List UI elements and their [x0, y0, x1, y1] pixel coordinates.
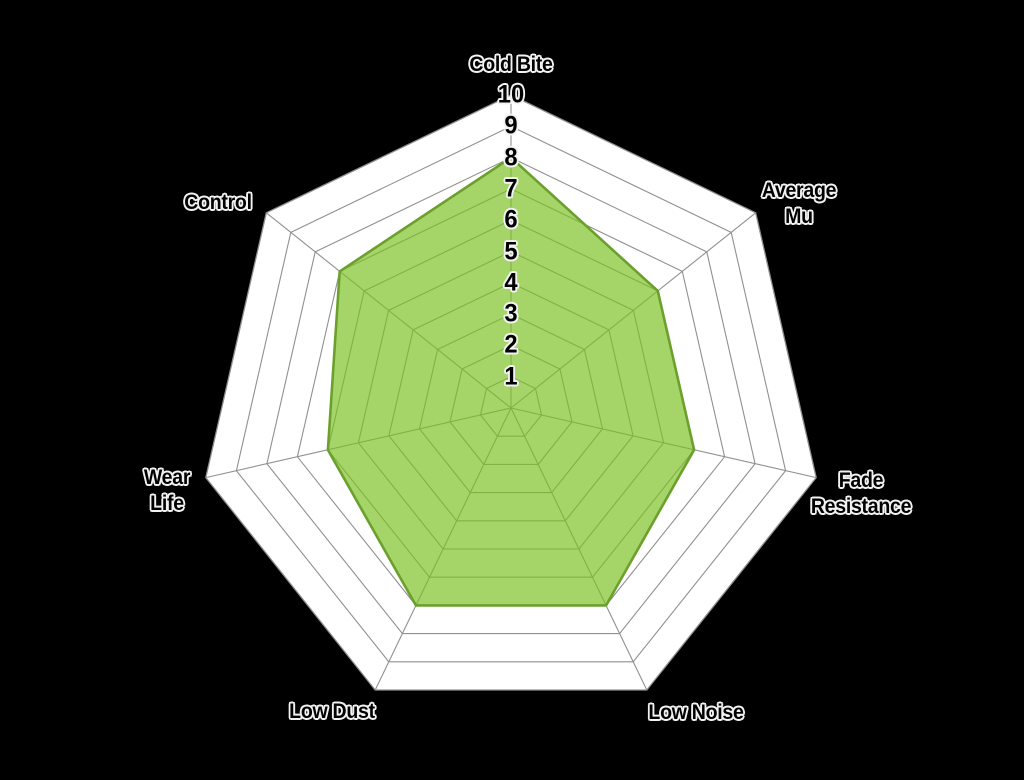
axis-label-line: Life	[150, 492, 184, 515]
axis-label-line: Control	[184, 191, 252, 214]
axis-label-cold-bite: Cold Bite	[469, 52, 552, 78]
tick-label-2: 2	[504, 330, 518, 359]
axis-label-line: Fade	[838, 469, 884, 492]
tick-label-8: 8	[504, 143, 518, 172]
axis-label-line: Low Noise	[648, 701, 744, 724]
axis-label-line: Average	[761, 179, 837, 202]
axis-label-average-mu: Average Mu	[761, 178, 837, 230]
tick-label-3: 3	[504, 299, 518, 328]
tick-label-7: 7	[504, 174, 518, 203]
axis-label-line: Mu	[785, 205, 813, 228]
tick-label-6: 6	[504, 205, 518, 234]
axis-label-low-dust: Low Dust	[289, 699, 375, 725]
axis-label-wear-life: Wear Life	[143, 465, 191, 517]
tick-label-4: 4	[504, 268, 518, 297]
tick-label-5: 5	[504, 237, 518, 265]
axis-label-low-noise: Low Noise	[648, 700, 743, 726]
axis-label-line: Wear	[143, 466, 191, 489]
axis-label-line: Resistance	[810, 495, 912, 518]
tick-label-10: 10	[497, 80, 525, 109]
grid-ring-9	[235, 125, 787, 663]
axis-label-line: Low Dust	[289, 700, 375, 723]
tick-label-9: 9	[504, 111, 518, 140]
data-polygon	[326, 156, 696, 607]
tick-label-1: 1	[504, 362, 518, 391]
axis-label-control: Control	[184, 190, 252, 216]
axis-label-fade-resistance: Fade Resistance	[810, 468, 912, 520]
axis-label-line: Cold Bite	[469, 53, 553, 76]
grid-ring-8	[266, 156, 756, 635]
